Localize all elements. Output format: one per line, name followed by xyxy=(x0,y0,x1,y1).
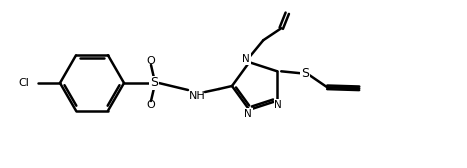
Text: N: N xyxy=(244,109,252,119)
Text: S: S xyxy=(301,67,309,80)
Text: N: N xyxy=(274,100,282,110)
Text: N: N xyxy=(242,54,250,64)
Text: O: O xyxy=(147,56,156,66)
Text: O: O xyxy=(147,100,156,110)
Text: Cl: Cl xyxy=(18,78,29,88)
Text: NH: NH xyxy=(189,91,206,101)
Text: S: S xyxy=(150,76,158,90)
